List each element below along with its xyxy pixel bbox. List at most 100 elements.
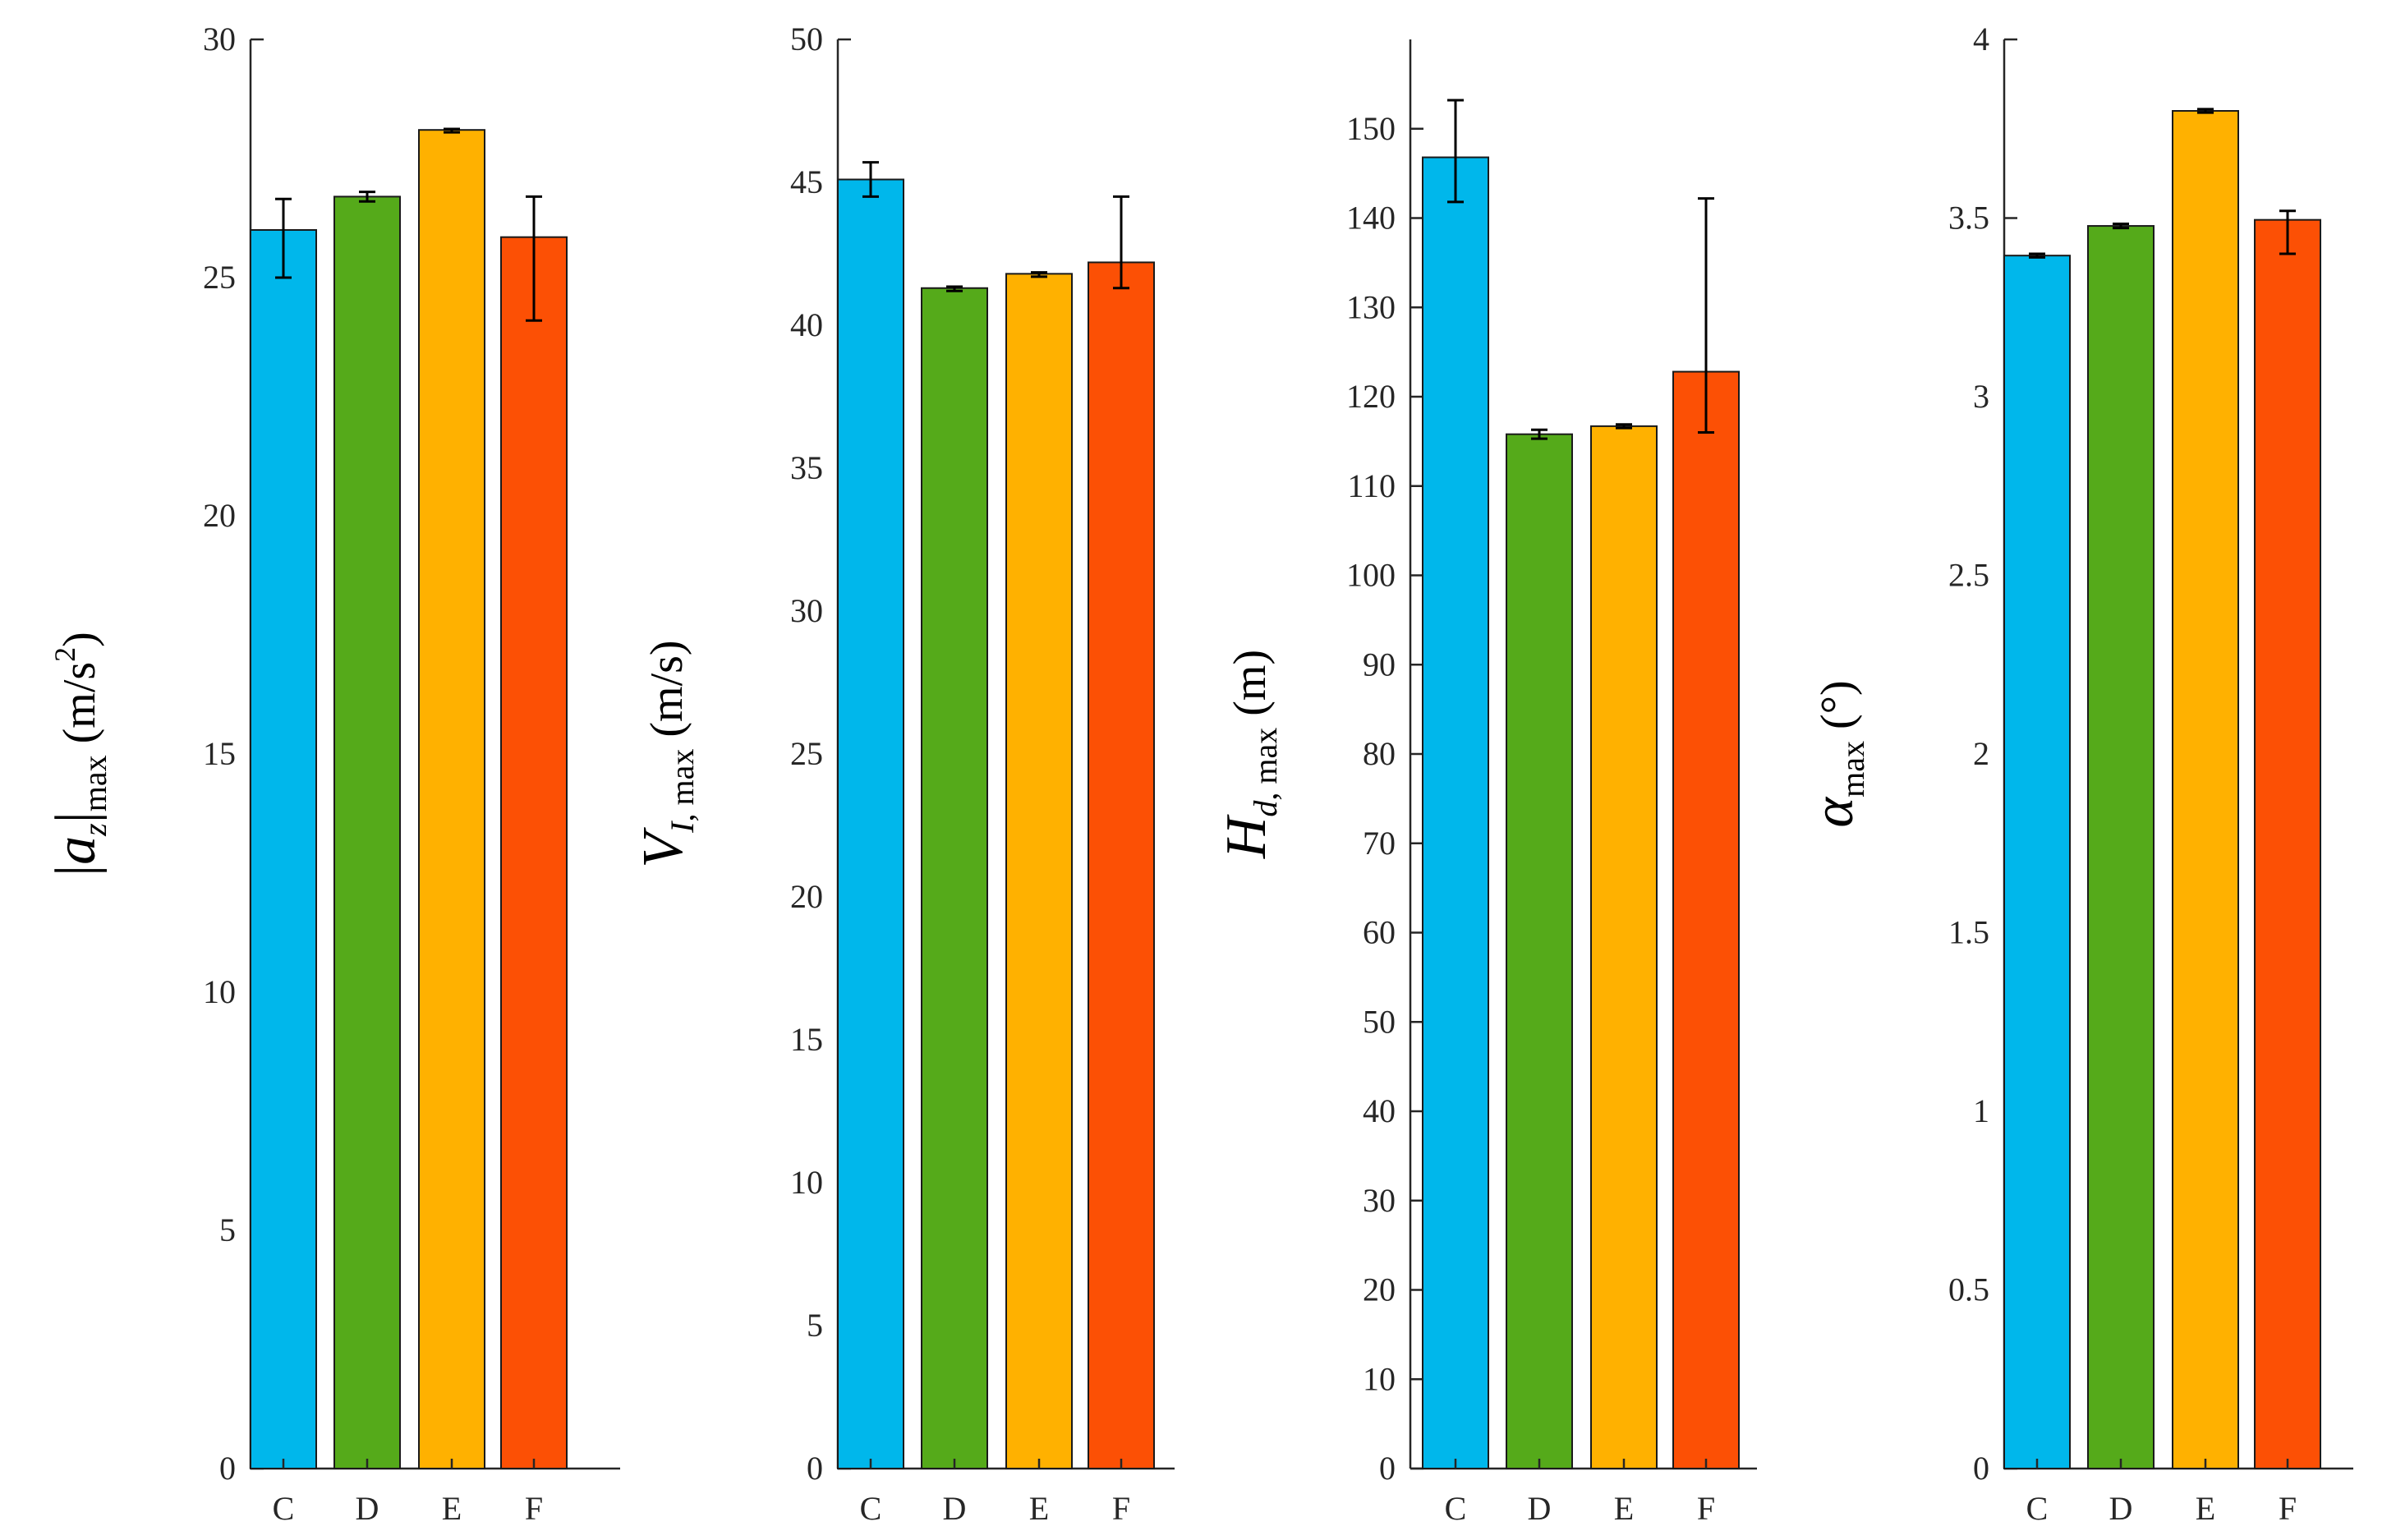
bar-C: [1422, 156, 1489, 1469]
error-bar-E: [2197, 108, 2214, 114]
y-tick-label: 110: [1347, 467, 1396, 504]
error-bar-F: [2279, 209, 2296, 255]
y-tick-label: 2.5: [1948, 557, 1989, 594]
y-tick-label: 25: [203, 259, 236, 296]
y-tick-label: 1.5: [1948, 914, 1989, 951]
y-axis-label: VI, max (m/s): [632, 640, 701, 867]
bar-F: [2254, 218, 2321, 1469]
y-tick-label: 40: [1363, 1092, 1396, 1129]
x-tick-label-E: E: [1614, 1490, 1634, 1527]
y-tick-label: 80: [1363, 735, 1396, 772]
y-tick-label: 10: [790, 1164, 823, 1201]
bar-E: [2172, 110, 2239, 1469]
x-tick-label-F: F: [2279, 1490, 2297, 1527]
error-bar-D: [1531, 428, 1548, 440]
chart-panel-2: 0 5 10 15 20 25 30 35 40 45 50 C D E F VI, max (m/s): [632, 21, 1175, 1527]
y-tick-label: 35: [790, 449, 823, 486]
error-bar-D: [2113, 222, 2129, 230]
y-tick-label: 20: [1363, 1271, 1396, 1308]
x-tick-label-F: F: [1697, 1490, 1715, 1527]
error-bar-D: [946, 285, 963, 292]
bar-F: [1672, 370, 1740, 1469]
y-tick-label: 2: [1973, 735, 1989, 772]
y-tick-label: 45: [790, 163, 823, 200]
error-bar-C: [1447, 99, 1464, 204]
y-tick-label: 150: [1346, 110, 1396, 147]
error-bar-D: [359, 191, 375, 203]
bar-D: [921, 287, 988, 1469]
y-tick-label: 15: [203, 735, 236, 772]
y-tick-label: 30: [790, 592, 823, 629]
y-tick-label: 60: [1363, 914, 1396, 951]
error-bar-F: [1698, 197, 1714, 434]
x-tick-label-D: D: [943, 1490, 967, 1527]
y-tick-label: 50: [790, 21, 823, 57]
y-tick-label: 20: [790, 878, 823, 915]
x-tick-label-D: D: [356, 1490, 379, 1527]
y-axis-label: Hd, max (m): [1215, 650, 1284, 859]
error-bar-E: [444, 127, 460, 134]
bar-C: [2003, 255, 2071, 1469]
y-tick-label: 120: [1346, 378, 1396, 415]
bar-E: [1005, 273, 1073, 1469]
y-tick-label: 90: [1363, 646, 1396, 683]
y-tick-label: 30: [1363, 1182, 1396, 1219]
y-axis-label: αmax (°): [1802, 680, 1871, 827]
error-bar-E: [1031, 271, 1047, 278]
y-tick-label: 0: [1379, 1450, 1396, 1487]
error-bar-F: [1113, 195, 1129, 290]
x-tick-label-D: D: [1528, 1490, 1552, 1527]
bar-D: [333, 195, 401, 1469]
x-tick-label-E: E: [1029, 1490, 1049, 1527]
y-tick-label: 130: [1346, 288, 1396, 325]
x-tick-label-E: E: [442, 1490, 462, 1527]
y-tick-label: 10: [1363, 1360, 1396, 1397]
y-tick-label: 0.5: [1948, 1271, 1989, 1308]
y-tick-label: 50: [1363, 1003, 1396, 1040]
y-tick-label: 100: [1346, 557, 1396, 594]
y-tick-label: 0: [219, 1450, 236, 1487]
x-tick-label-F: F: [1112, 1490, 1130, 1527]
y-tick-label: 3.5: [1948, 200, 1989, 237]
y-tick-label: 20: [203, 497, 236, 534]
x-tick-label-D: D: [2109, 1490, 2133, 1527]
x-tick-label-C: C: [273, 1490, 295, 1527]
y-tick-label: 15: [790, 1021, 823, 1058]
y-tick-label: 40: [790, 306, 823, 343]
y-tick-label: 0: [807, 1450, 823, 1487]
bar-F: [1088, 261, 1155, 1470]
error-bar-C: [862, 161, 879, 198]
error-bar-C: [2029, 252, 2045, 259]
error-bar-C: [275, 197, 292, 279]
y-tick-label: 3: [1973, 378, 1989, 415]
y-tick-label: 70: [1363, 825, 1396, 862]
bar-C: [250, 229, 317, 1469]
x-tick-label-C: C: [2026, 1490, 2049, 1527]
y-tick-label: 25: [790, 735, 823, 772]
error-bar-F: [526, 195, 542, 322]
y-tick-label: 30: [203, 21, 236, 57]
bar-D: [1506, 433, 1573, 1469]
y-tick-label: 10: [203, 973, 236, 1010]
bar-C: [837, 178, 904, 1469]
bar-E: [418, 129, 485, 1470]
y-tick-label: 4: [1973, 21, 1989, 57]
y-tick-label: 5: [219, 1211, 236, 1248]
error-bar-E: [1616, 423, 1632, 430]
x-tick-label-C: C: [860, 1490, 882, 1527]
x-tick-label-E: E: [2196, 1490, 2215, 1527]
x-tick-label-F: F: [525, 1490, 543, 1527]
bar-D: [2087, 225, 2155, 1470]
chart-panel-3: 0 10 20 30 40 50 60 70 80 90 100 110 120 130 140 150 C D E…: [1215, 39, 1757, 1527]
y-tick-label: 140: [1346, 200, 1396, 237]
x-tick-label-C: C: [1445, 1490, 1467, 1527]
chart-panel-1: 0 5 10 15 20 25 30 C D E F |az|max (m/s2): [44, 21, 620, 1527]
bar-F: [500, 236, 568, 1470]
y-axis-label: |az|max (m/s2): [44, 632, 113, 876]
y-tick-label: 0: [1973, 1450, 1989, 1487]
bar-E: [1590, 425, 1658, 1470]
y-tick-label: 1: [1973, 1092, 1989, 1129]
y-tick-label: 5: [807, 1307, 823, 1344]
